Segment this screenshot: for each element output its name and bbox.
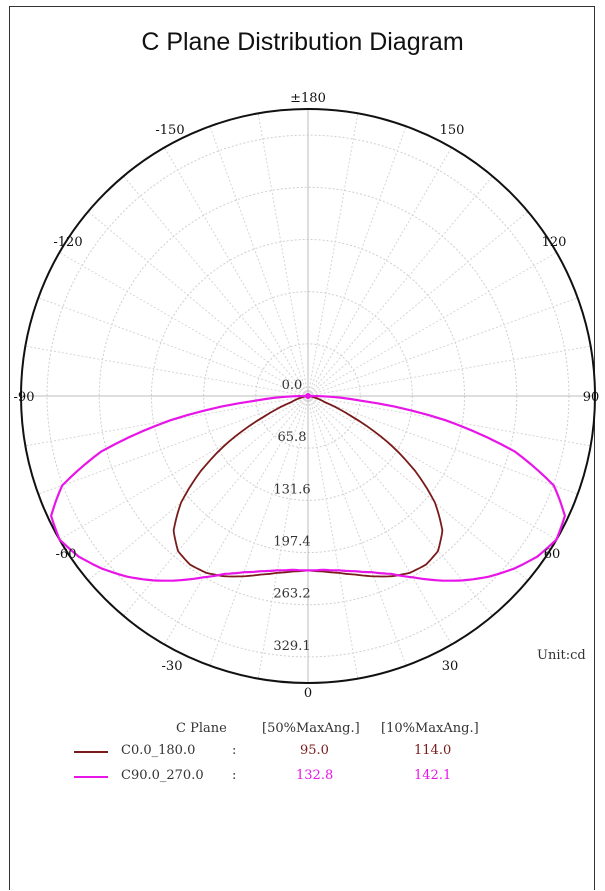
radial-tick-label: 329.1 — [273, 639, 310, 654]
center-point — [305, 393, 311, 399]
angle-tick-label: 150 — [440, 123, 465, 138]
angle-tick-label: 60 — [544, 547, 561, 562]
outer-circle — [20, 108, 596, 684]
legend-v50-c90: 132.8 — [296, 768, 334, 783]
radial-tick-label: 0.0 — [282, 378, 303, 393]
radial-tick-label: 263.2 — [273, 587, 310, 602]
polar-grid — [20, 108, 596, 684]
legend-name-c0: C0.0_180.0 — [121, 743, 196, 758]
series-layer — [50, 393, 566, 582]
legend-header-50: [50%MaxAng.] — [262, 721, 360, 736]
radial-tick-label: 65.8 — [278, 430, 307, 445]
angle-tick-label: 0 — [304, 686, 312, 701]
legend-sep-c90: : — [232, 768, 237, 783]
tick-labels: ±180 150 120 90 60 30 0 -30 -60 -90 -120 -150 0.0 65.… — [14, 91, 600, 701]
angle-tick-label: ±180 — [290, 91, 326, 106]
legend-swatch-c90 — [74, 776, 108, 778]
chart-frame — [9, 6, 595, 890]
legend-header-cplane: C Plane — [176, 721, 227, 736]
radial-tick-label: 197.4 — [273, 535, 310, 550]
legend-sep-c0: : — [232, 743, 237, 758]
chart-title: C Plane Distribution Diagram — [141, 28, 464, 56]
legend-name-c90: C90.0_270.0 — [121, 768, 204, 783]
legend-v10-c90: 142.1 — [414, 768, 452, 783]
angle-tick-label: -120 — [53, 235, 82, 250]
angle-tick-label: -90 — [14, 390, 35, 405]
legend-v10-c0: 114.0 — [414, 743, 452, 758]
series-line-c90 — [50, 394, 566, 582]
legend-v50-c0: 95.0 — [300, 743, 329, 758]
angle-tick-label: -150 — [155, 123, 184, 138]
angle-tick-label: 90 — [583, 390, 600, 405]
radial-tick-label: 131.6 — [273, 482, 310, 497]
legend-header-10: [10%MaxAng.] — [381, 721, 479, 736]
angle-tick-label: -30 — [162, 659, 183, 674]
angle-tick-label: 30 — [442, 659, 459, 674]
angle-tick-label: 120 — [542, 235, 567, 250]
legend-swatch-c0 — [74, 751, 108, 753]
angle-tick-label: -60 — [56, 547, 77, 562]
unit-label: Unit:cd — [537, 648, 586, 663]
